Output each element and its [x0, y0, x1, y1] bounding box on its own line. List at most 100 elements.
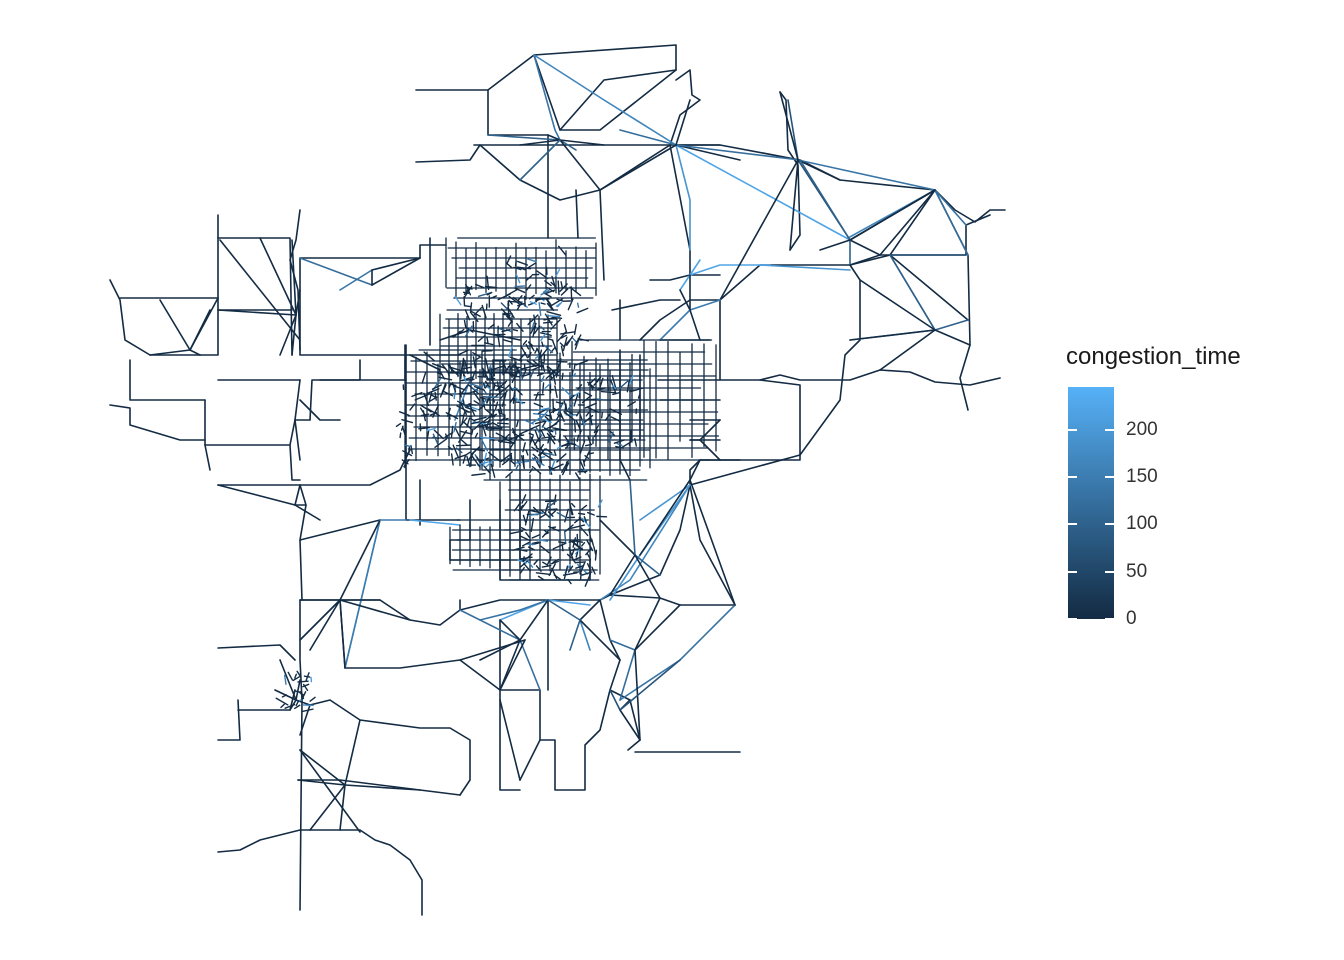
- road-link: [466, 455, 470, 465]
- road-link: [675, 144, 801, 161]
- road-link: [459, 414, 473, 418]
- road-link: [469, 390, 476, 394]
- road-link: [587, 435, 592, 446]
- road-link: [534, 420, 547, 425]
- road-link: [612, 384, 617, 390]
- road-link: [549, 512, 552, 523]
- road-link: [471, 454, 481, 468]
- road-link: [574, 334, 582, 346]
- road-link: [339, 784, 346, 831]
- road-link: [575, 189, 579, 239]
- road-link: [525, 343, 530, 350]
- road-link: [628, 436, 632, 446]
- road-link: [599, 484, 691, 601]
- road-link: [517, 504, 524, 512]
- road-link: [531, 364, 544, 371]
- road-link: [499, 699, 521, 781]
- road-link: [566, 410, 574, 415]
- road-link: [295, 700, 300, 707]
- road-link: [689, 299, 721, 311]
- road-link: [584, 573, 592, 587]
- road-link: [545, 297, 552, 306]
- road-link: [522, 340, 528, 346]
- road-link: [452, 444, 460, 459]
- road-link: [299, 519, 381, 541]
- legend-label: 0: [1126, 608, 1137, 629]
- road-link: [539, 451, 543, 465]
- road-link: [556, 453, 567, 463]
- road-link: [521, 494, 527, 504]
- road-link: [595, 376, 602, 383]
- road-link: [507, 300, 521, 303]
- road-link: [571, 372, 577, 378]
- road-link: [579, 619, 621, 661]
- road-link: [455, 444, 472, 447]
- road-link: [302, 704, 314, 707]
- road-link: [460, 430, 473, 435]
- road-link: [519, 556, 533, 560]
- road-link: [859, 279, 936, 331]
- road-link: [545, 448, 553, 454]
- road-link: [473, 391, 481, 402]
- road-link: [217, 699, 241, 741]
- road-link: [560, 331, 575, 335]
- road-link: [522, 556, 525, 563]
- road-link: [275, 697, 289, 706]
- road-link: [457, 349, 469, 356]
- road-link: [619, 709, 641, 741]
- road-link: [618, 379, 630, 390]
- road-link: [521, 541, 530, 547]
- road-link: [529, 369, 535, 378]
- road-link: [487, 323, 495, 330]
- legend-tick-right: [1105, 618, 1114, 620]
- road-link: [539, 513, 547, 519]
- road-link: [499, 619, 521, 641]
- road-link: [309, 359, 361, 421]
- road-link: [428, 388, 440, 394]
- road-link: [569, 619, 581, 651]
- road-link: [431, 362, 447, 370]
- road-link: [408, 446, 411, 455]
- road-link: [462, 454, 467, 464]
- road-link: [409, 519, 461, 526]
- road-link: [559, 139, 605, 146]
- road-link: [563, 565, 569, 580]
- road-link: [519, 139, 561, 181]
- road-link: [579, 599, 601, 621]
- road-link: [534, 348, 538, 354]
- road-link: [573, 419, 577, 433]
- road-link: [555, 401, 564, 405]
- road-link: [575, 472, 581, 480]
- road-link: [289, 209, 301, 351]
- road-link: [551, 275, 557, 290]
- road-link: [586, 539, 594, 552]
- road-link: [593, 379, 600, 386]
- legend-tick-left: [1068, 570, 1077, 573]
- road-link: [471, 472, 486, 476]
- road-link: [339, 519, 381, 601]
- road-link: [474, 416, 487, 421]
- road-link: [455, 447, 463, 454]
- road-link: [515, 419, 519, 428]
- road-link: [464, 309, 471, 321]
- road-link: [217, 829, 423, 916]
- road-link: [584, 454, 590, 460]
- road-link: [531, 457, 545, 466]
- road-link: [339, 599, 346, 669]
- road-link: [526, 284, 532, 291]
- road-link: [482, 382, 486, 389]
- road-link: [491, 394, 495, 403]
- road-link: [547, 134, 561, 141]
- road-link: [535, 565, 542, 572]
- road-link: [787, 99, 799, 161]
- road-link: [578, 458, 586, 472]
- road-link: [484, 383, 489, 389]
- road-link: [531, 322, 535, 331]
- road-link: [309, 696, 316, 702]
- road-link: [344, 519, 381, 669]
- road-link: [472, 352, 483, 359]
- road-link: [585, 409, 592, 417]
- road-link: [541, 375, 545, 383]
- road-link: [568, 500, 573, 516]
- road-link: [524, 262, 537, 271]
